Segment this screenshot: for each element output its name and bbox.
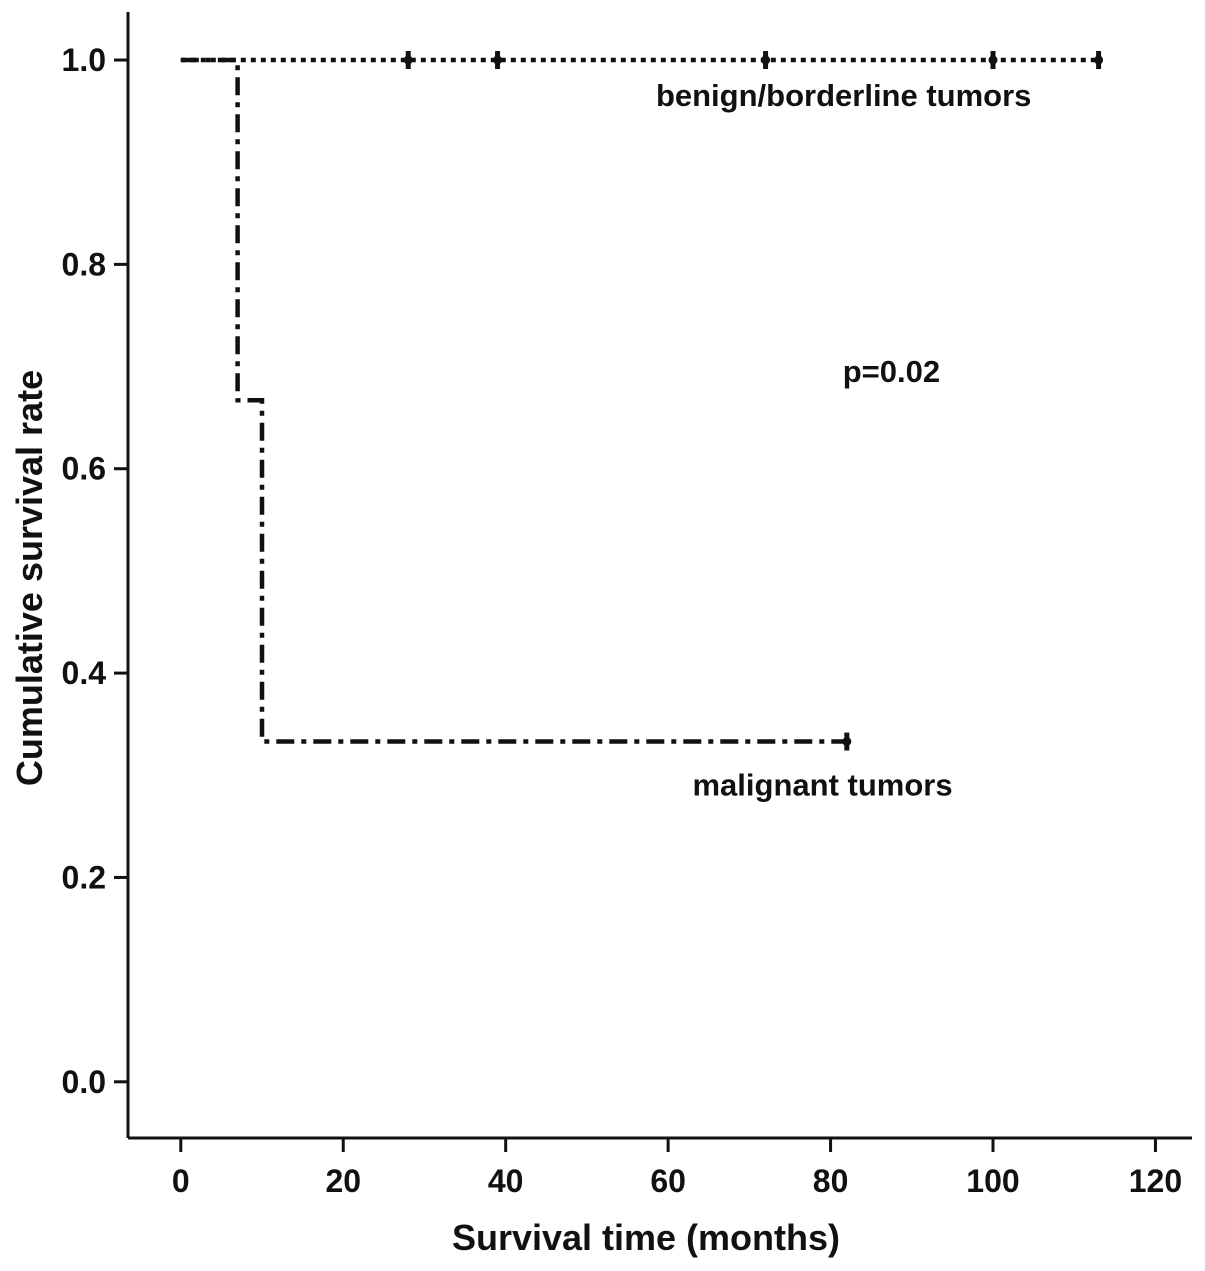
x-tick-label: 20 [325,1163,361,1199]
y-tick-label: 0.4 [62,655,107,691]
malignant-label: malignant tumors [692,768,952,803]
censor-mark-dot [403,55,413,65]
y-tick-label: 0.0 [62,1064,106,1100]
x-tick-label: 40 [488,1163,524,1199]
x-tick-label: 120 [1129,1163,1182,1199]
censor-mark-dot [842,737,852,747]
y-tick-label: 0.2 [62,859,106,895]
censor-mark-dot [761,55,771,65]
x-tick-label: 60 [650,1163,686,1199]
x-ticks: 0 20 40 60 80 100 120 [172,1138,1182,1199]
y-tick-label: 0.8 [62,246,106,282]
y-ticks: 0.0 0.2 0.4 0.6 0.8 1.0 [62,42,128,1100]
series-2-curve [180,57,847,744]
axes [126,12,1192,1140]
y-tick-label: 0.6 [62,451,106,487]
x-tick-label: 80 [813,1163,849,1199]
y-axis-title: Cumulative survival rate [9,370,50,786]
x-tick-label: 100 [966,1163,1019,1199]
x-tick-label: 0 [172,1163,190,1199]
y-tick-label: 1.0 [62,42,106,78]
censor-mark-dot [988,55,998,65]
censor-mark-dot [493,55,503,65]
benign-borderline-label: benign/borderline tumors [656,78,1031,113]
annotation-layer: benign/borderline tumors malignant tumors… [656,78,1031,803]
p-value-label: p=0.02 [843,354,940,389]
series-layer [180,51,1104,751]
censor-mark-dot [1094,55,1104,65]
x-axis-title: Survival time (months) [452,1217,840,1258]
